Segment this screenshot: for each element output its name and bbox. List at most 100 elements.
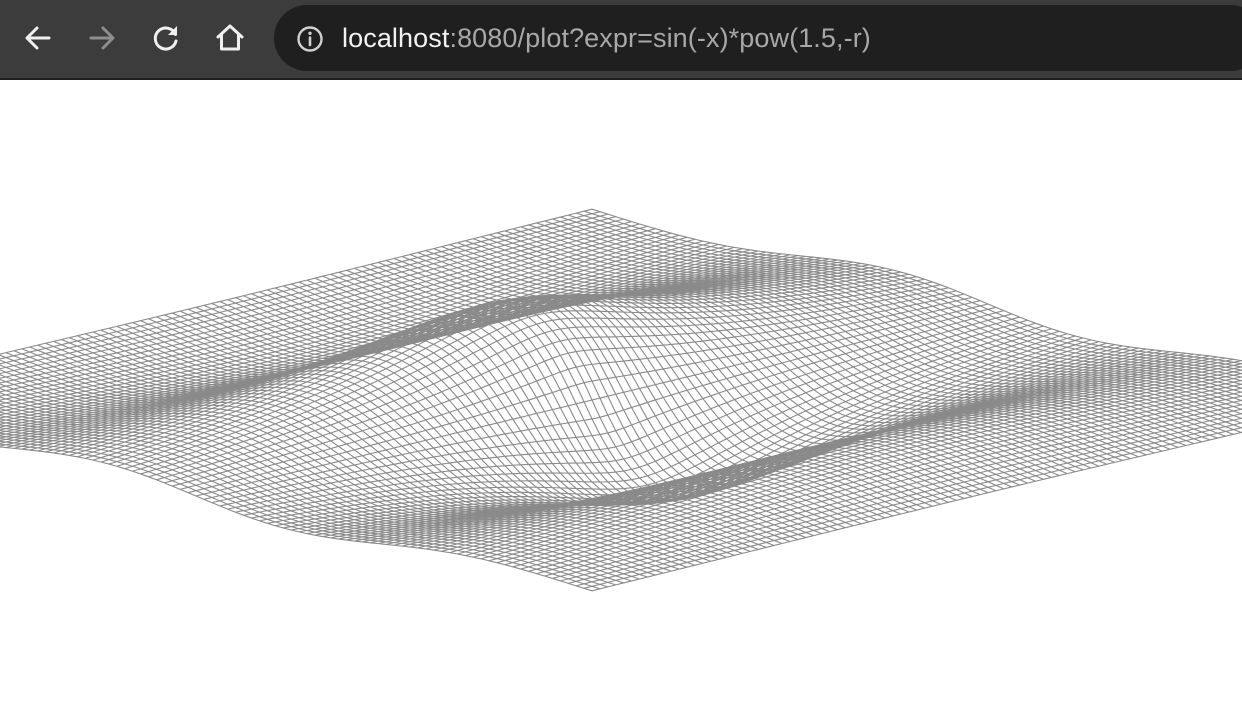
wire-segment <box>560 270 569 274</box>
wire-segment <box>132 346 141 350</box>
wire-segment <box>655 241 664 245</box>
wire-segment <box>979 300 989 305</box>
wire-segment <box>932 316 941 322</box>
wire-segment <box>694 254 703 257</box>
wire-segment <box>338 323 347 327</box>
wire-segment <box>560 292 569 295</box>
wire-segment <box>916 284 925 289</box>
wire-segment <box>860 348 870 355</box>
wire-segment <box>583 273 593 277</box>
wire-segment <box>1154 390 1163 394</box>
wire-segment <box>1138 397 1147 401</box>
wire-segment <box>647 247 656 251</box>
wire-segment <box>187 334 197 338</box>
wire-segment <box>1233 415 1242 419</box>
wire-segment <box>575 244 585 249</box>
wire-segment <box>488 246 498 250</box>
wire-segment <box>583 240 593 244</box>
address-bar[interactable]: localhost:8080/plot?expr=sin(-x)*pow(1.5… <box>274 5 1242 71</box>
home-button[interactable] <box>208 16 252 60</box>
wire-segment <box>100 332 110 336</box>
wire-segment <box>172 363 181 367</box>
wire-segment <box>84 347 94 351</box>
wire-segment <box>496 237 506 241</box>
wire-segment <box>995 356 1004 360</box>
wire-segment <box>29 383 38 387</box>
wire-segment <box>860 334 870 341</box>
wire-segment <box>987 314 997 319</box>
wire-segment <box>647 271 656 275</box>
back-button[interactable] <box>16 16 60 60</box>
wire-segment <box>354 287 363 291</box>
wire-segment <box>480 283 490 288</box>
wire-segment <box>623 223 632 227</box>
wire-segment <box>1201 384 1210 388</box>
wire-segment <box>860 341 870 348</box>
wire-segment <box>987 368 997 372</box>
wire-segment <box>235 317 244 321</box>
wire-segment <box>971 324 981 329</box>
url-text[interactable]: localhost:8080/plot?expr=sin(-x)*pow(1.5… <box>342 20 871 56</box>
wire-segment <box>544 265 553 269</box>
wire-segment <box>1217 413 1226 418</box>
wire-segment <box>385 310 395 314</box>
wire-segment <box>219 348 228 351</box>
info-icon[interactable] <box>296 25 324 53</box>
wire-segment <box>1201 391 1210 396</box>
reload-button[interactable] <box>144 16 188 60</box>
wire-segment <box>829 286 838 291</box>
wire-segment <box>480 236 490 241</box>
wire-segment <box>1169 406 1179 410</box>
wire-segment <box>473 252 482 257</box>
wire-segment <box>884 299 894 305</box>
wire-segment <box>203 356 212 360</box>
wire-segment <box>370 309 379 314</box>
wire-segment <box>599 273 608 276</box>
wire-segment <box>100 364 109 367</box>
wire-segment <box>964 372 973 376</box>
wire-segment <box>956 290 965 295</box>
wire-segment <box>813 301 822 306</box>
wire-segment <box>964 320 973 326</box>
wire-segment <box>1011 373 1020 376</box>
wire-segment <box>916 346 925 352</box>
wire-segment <box>678 252 688 256</box>
wire-segment <box>338 342 347 346</box>
wire-segment <box>393 266 403 270</box>
wire-segment <box>1075 344 1084 348</box>
wire-segment <box>132 336 141 340</box>
wire-segment <box>378 327 387 331</box>
wire-segment <box>92 355 102 359</box>
wire-segment <box>536 258 545 262</box>
forward-button[interactable] <box>80 16 124 60</box>
wire-segment <box>496 283 506 288</box>
wire-segment <box>496 292 506 297</box>
wire-segment <box>1201 388 1210 392</box>
wire-segment <box>686 242 696 246</box>
wire-segment <box>520 233 529 237</box>
wire-segment <box>552 267 561 272</box>
wire-segment <box>306 277 315 281</box>
wire-segment <box>868 339 878 346</box>
wire-segment <box>591 273 601 277</box>
wire-segment <box>488 288 498 292</box>
wire-segment <box>148 380 157 384</box>
wire-segment <box>845 385 854 392</box>
wire-segment <box>576 247 585 251</box>
wire-segment <box>13 358 22 362</box>
wire-segment <box>132 320 141 324</box>
wire-segment <box>116 323 125 327</box>
wire-segment <box>568 244 577 249</box>
wire-segment <box>671 258 680 262</box>
wire-segment <box>742 261 751 264</box>
wire-segment <box>13 368 22 372</box>
wire-segment <box>576 210 585 214</box>
wire-segment <box>512 242 521 247</box>
wire-segment <box>876 279 886 283</box>
wire-segment <box>1233 424 1242 429</box>
wire-segment <box>1051 338 1060 342</box>
wire-segment <box>528 260 537 264</box>
wire-segment <box>457 265 466 269</box>
wire-segment <box>615 225 624 229</box>
wire-segment <box>488 283 498 288</box>
